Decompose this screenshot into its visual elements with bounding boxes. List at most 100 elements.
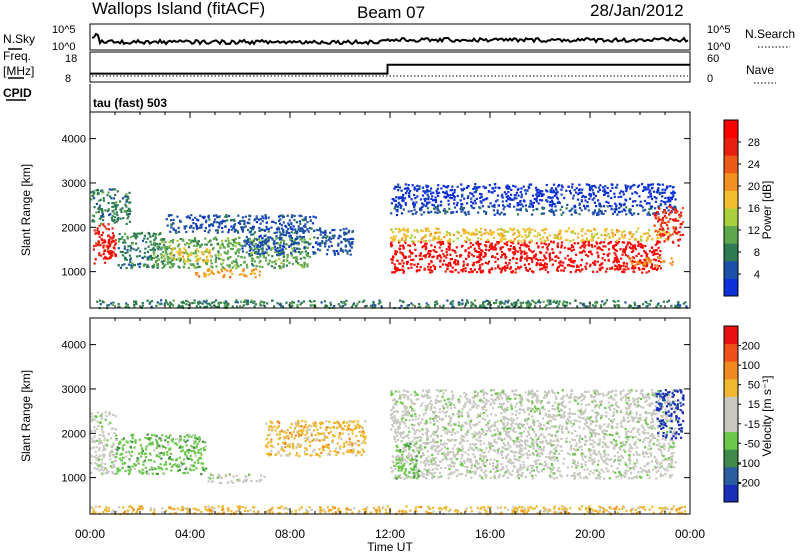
power-cell — [263, 256, 265, 258]
power-cell — [555, 192, 557, 194]
power-cell — [602, 245, 604, 247]
velocity-cell — [319, 440, 321, 442]
power-cell — [483, 306, 485, 308]
power-cell — [176, 251, 178, 253]
power-cell — [497, 265, 499, 267]
power-cell — [341, 306, 343, 308]
power-cell — [286, 265, 288, 267]
power-cell — [395, 196, 397, 198]
power-cell — [328, 246, 330, 248]
power-cell — [649, 202, 651, 204]
power-cell — [293, 225, 295, 227]
velocity-cell — [338, 422, 340, 424]
power-cell — [428, 256, 430, 258]
power-cell — [95, 242, 97, 244]
power-cell — [415, 201, 417, 203]
power-cell — [218, 302, 220, 304]
power-cell — [545, 228, 547, 230]
power-cell — [278, 252, 280, 254]
power-cell — [480, 249, 482, 251]
power-cell — [520, 249, 522, 251]
power-cell — [525, 204, 527, 206]
power-cell — [594, 302, 596, 304]
power-cell — [427, 269, 429, 271]
power-cell — [542, 259, 544, 261]
power-cell — [401, 253, 403, 255]
power-cell — [182, 255, 184, 257]
power-cell — [394, 263, 396, 265]
power-cell — [109, 188, 111, 190]
power-cell — [253, 249, 255, 251]
power-cell — [476, 198, 478, 200]
power-cell — [403, 270, 405, 272]
power-cell — [651, 263, 653, 265]
power-cell — [228, 229, 230, 231]
velocity-cell — [121, 439, 123, 441]
power-cell — [92, 214, 94, 216]
power-cell — [298, 225, 300, 227]
power-cell — [546, 237, 548, 239]
power-cell — [167, 261, 169, 263]
power-cell — [380, 305, 382, 307]
nave-tick-top: 60 — [707, 53, 719, 65]
power-cell — [664, 192, 666, 194]
power-cell — [478, 245, 480, 247]
power-cell — [108, 202, 110, 204]
power-cell — [309, 216, 311, 218]
power-cell — [390, 245, 392, 247]
velocity-cell — [277, 443, 279, 445]
power-cell — [644, 245, 646, 247]
power-cell — [264, 239, 266, 241]
power-cell — [420, 229, 422, 231]
power-cell — [463, 263, 465, 265]
power-cell — [528, 248, 530, 250]
power-cell — [663, 234, 665, 236]
power-cell — [342, 251, 344, 253]
power-cell — [542, 208, 544, 210]
power-cell — [430, 266, 432, 268]
power-cell — [507, 231, 509, 233]
power-cell — [550, 241, 552, 243]
power-cell — [584, 199, 586, 201]
velocity-cell — [309, 445, 311, 447]
velocity-cell — [354, 428, 356, 430]
power-cell — [677, 220, 679, 222]
power-cell — [275, 238, 277, 240]
freq-tick-bottom: 8 — [65, 73, 71, 85]
power-cell — [525, 245, 527, 247]
power-cell — [253, 240, 255, 242]
velocity-cell — [353, 420, 355, 422]
power-cell — [556, 235, 558, 237]
velocity-cell — [141, 451, 143, 453]
power-cell — [447, 194, 449, 196]
power-cell — [331, 245, 333, 247]
power-cell — [574, 300, 576, 302]
power-cell — [271, 255, 273, 257]
power-cell — [91, 220, 93, 222]
velocity-cell — [359, 431, 361, 433]
power-cell — [392, 231, 394, 233]
velocity-cell — [129, 460, 131, 462]
velocity-cell — [186, 449, 188, 451]
power-cell — [516, 302, 518, 304]
power-cell — [616, 214, 618, 216]
velocity-cell — [116, 453, 118, 455]
power-cell — [303, 300, 305, 302]
power-cell — [158, 258, 160, 260]
power-cell — [539, 190, 541, 192]
power-cell — [114, 194, 116, 196]
velocity-cell — [217, 477, 219, 479]
power-cell — [210, 244, 212, 246]
power-cell — [523, 251, 525, 253]
power-cell — [558, 262, 560, 264]
velocity-cell — [314, 422, 316, 424]
power-cell — [440, 244, 442, 246]
power-cell — [633, 212, 635, 214]
power-cell — [516, 236, 518, 238]
power-cell — [449, 263, 451, 265]
power-cell — [504, 191, 506, 193]
power-cell — [601, 300, 603, 302]
power-cell — [648, 303, 650, 305]
velocity-cell — [110, 437, 112, 439]
power-cell — [649, 214, 651, 216]
